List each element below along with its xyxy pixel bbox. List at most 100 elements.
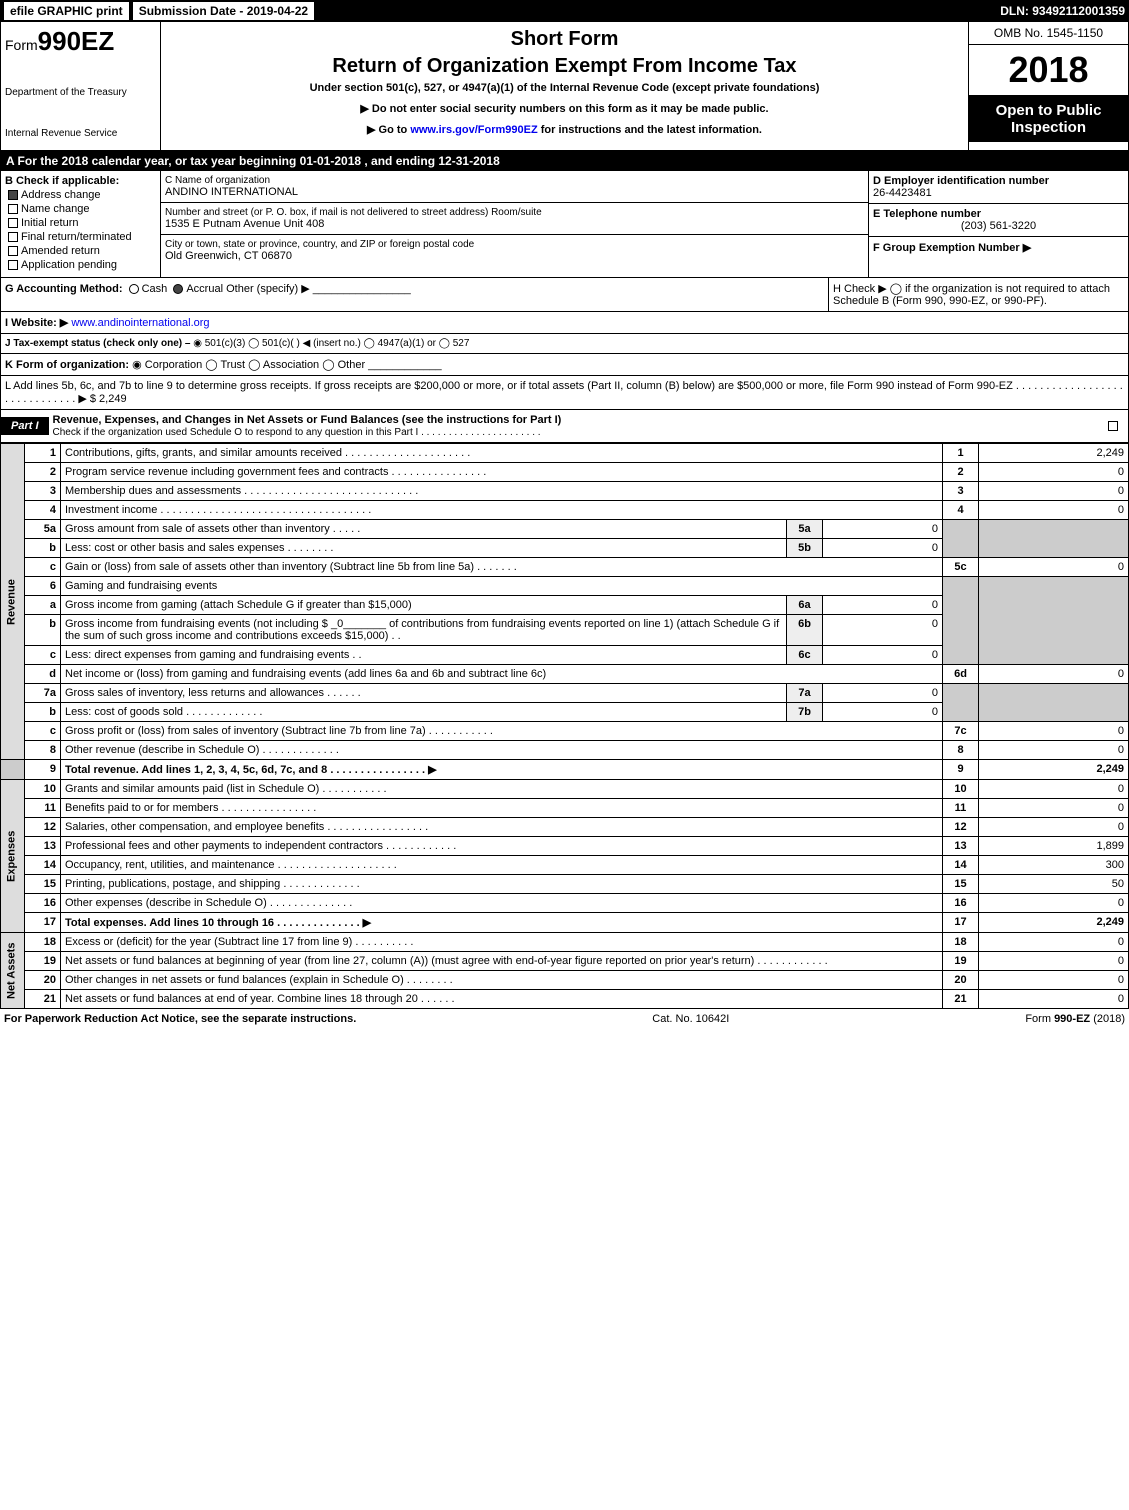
- l17-desc: Total expenses. Add lines 10 through 16 …: [61, 913, 943, 933]
- l2-desc: Program service revenue including govern…: [61, 463, 943, 482]
- l4-desc: Investment income . . . . . . . . . . . …: [61, 501, 943, 520]
- section-h: H Check ▶ ◯ if the organization is not r…: [828, 278, 1128, 311]
- l7c-num: c: [25, 722, 61, 741]
- l21-val: 0: [979, 990, 1129, 1009]
- chk-address-change[interactable]: Address change: [5, 189, 156, 201]
- l6b-desc: Gross income from fundraising events (no…: [61, 615, 787, 646]
- dept-treasury: Department of the Treasury: [5, 87, 156, 98]
- irs-link[interactable]: www.irs.gov/Form990EZ: [410, 124, 537, 136]
- l3-desc: Membership dues and assessments . . . . …: [61, 482, 943, 501]
- l7c-ln: 7c: [943, 722, 979, 741]
- l8-val: 0: [979, 741, 1129, 760]
- l4-num: 4: [25, 501, 61, 520]
- j-opts: ◉ 501(c)(3) ◯ 501(c)( ) ◀ (insert no.) ◯…: [193, 338, 469, 349]
- l11-desc: Benefits paid to or for members . . . . …: [61, 799, 943, 818]
- goto-note: ▶ Go to www.irs.gov/Form990EZ for instru…: [167, 123, 962, 136]
- l7b-desc: Less: cost of goods sold . . . . . . . .…: [61, 703, 787, 722]
- section-c: C Name of organization ANDINO INTERNATIO…: [161, 171, 868, 277]
- chk-final-return[interactable]: Final return/terminated: [5, 231, 156, 243]
- l5c-val: 0: [979, 558, 1129, 577]
- g-label: G Accounting Method:: [5, 283, 123, 295]
- l15-desc: Printing, publications, postage, and shi…: [61, 875, 943, 894]
- section-i: I Website: ▶ www.andinointernational.org: [0, 312, 1129, 334]
- l17-num: 17: [25, 913, 61, 933]
- l19-num: 19: [25, 952, 61, 971]
- open-public: Open to Public Inspection: [969, 96, 1128, 142]
- l5a-num: 5a: [25, 520, 61, 539]
- chk-name-change[interactable]: Name change: [5, 203, 156, 215]
- k-label: K Form of organization:: [5, 359, 129, 371]
- side-revenue: Revenue: [1, 444, 25, 760]
- l6d-desc: Net income or (loss) from gaming and fun…: [61, 665, 943, 684]
- l7b-num: b: [25, 703, 61, 722]
- goto-post: for instructions and the latest informat…: [538, 124, 762, 136]
- footer-left: For Paperwork Reduction Act Notice, see …: [4, 1013, 356, 1025]
- l9-val: 2,249: [979, 760, 1129, 780]
- l5a-desc: Gross amount from sale of assets other t…: [61, 520, 787, 539]
- l5b-sv: 0: [823, 539, 943, 558]
- l5c-num: c: [25, 558, 61, 577]
- l5a-sn: 5a: [787, 520, 823, 539]
- org-address: 1535 E Putnam Avenue Unit 408: [165, 218, 864, 230]
- l4-ln: 4: [943, 501, 979, 520]
- side-expenses: Expenses: [1, 780, 25, 933]
- short-form-title: Short Form: [167, 28, 962, 51]
- l5c-desc: Gain or (loss) from sale of assets other…: [61, 558, 943, 577]
- website-link[interactable]: www.andinointernational.org: [71, 317, 209, 329]
- l15-ln: 15: [943, 875, 979, 894]
- l11-ln: 11: [943, 799, 979, 818]
- l14-num: 14: [25, 856, 61, 875]
- i-label: I Website: ▶: [5, 317, 68, 329]
- l14-val: 300: [979, 856, 1129, 875]
- l6b-num: b: [25, 615, 61, 646]
- efile-badge: efile GRAPHIC print: [4, 2, 129, 20]
- section-l: L Add lines 5b, 6c, and 7b to line 9 to …: [0, 376, 1129, 410]
- l6c-desc: Less: direct expenses from gaming and fu…: [61, 646, 787, 665]
- footer-mid: Cat. No. 10642I: [652, 1013, 729, 1025]
- l2-num: 2: [25, 463, 61, 482]
- irs: Internal Revenue Service: [5, 128, 156, 139]
- l21-num: 21: [25, 990, 61, 1009]
- l7a-sn: 7a: [787, 684, 823, 703]
- l3-num: 3: [25, 482, 61, 501]
- ssn-note: ▶ Do not enter social security numbers o…: [167, 102, 962, 115]
- radio-accrual[interactable]: [173, 284, 183, 294]
- part1-title: Revenue, Expenses, and Changes in Net As…: [53, 414, 562, 426]
- radio-cash[interactable]: [129, 284, 139, 294]
- l6d-ln: 6d: [943, 665, 979, 684]
- l1-desc: Contributions, gifts, grants, and simila…: [61, 444, 943, 463]
- l5b-sn: 5b: [787, 539, 823, 558]
- l5b-num: b: [25, 539, 61, 558]
- chk-amended[interactable]: Amended return: [5, 245, 156, 257]
- l14-ln: 14: [943, 856, 979, 875]
- form-number: Form990EZ: [5, 26, 156, 57]
- opt-other: Other (specify) ▶: [226, 283, 310, 295]
- l19-val: 0: [979, 952, 1129, 971]
- ein: 26-4423481: [873, 187, 932, 199]
- c-label: C Name of organization: [165, 175, 864, 186]
- l3-ln: 3: [943, 482, 979, 501]
- part1-checkbox[interactable]: [1098, 420, 1128, 432]
- l20-desc: Other changes in net assets or fund bala…: [61, 971, 943, 990]
- l12-ln: 12: [943, 818, 979, 837]
- l12-val: 0: [979, 818, 1129, 837]
- l21-ln: 21: [943, 990, 979, 1009]
- chk-app-pending[interactable]: Application pending: [5, 259, 156, 271]
- j-label: J Tax-exempt status (check only one) –: [5, 338, 193, 349]
- e-label: E Telephone number: [873, 208, 981, 220]
- l16-val: 0: [979, 894, 1129, 913]
- l5b-desc: Less: cost or other basis and sales expe…: [61, 539, 787, 558]
- l13-ln: 13: [943, 837, 979, 856]
- addr-label: Number and street (or P. O. box, if mail…: [165, 207, 864, 218]
- l2-ln: 2: [943, 463, 979, 482]
- l11-val: 0: [979, 799, 1129, 818]
- section-b: B Check if applicable: Address change Na…: [1, 171, 161, 277]
- l19-desc: Net assets or fund balances at beginning…: [61, 952, 943, 971]
- l15-num: 15: [25, 875, 61, 894]
- l16-ln: 16: [943, 894, 979, 913]
- l6-desc: Gaming and fundraising events: [61, 577, 943, 596]
- form-prefix: Form: [5, 37, 38, 53]
- l17-ln: 17: [943, 913, 979, 933]
- l13-num: 13: [25, 837, 61, 856]
- chk-initial-return[interactable]: Initial return: [5, 217, 156, 229]
